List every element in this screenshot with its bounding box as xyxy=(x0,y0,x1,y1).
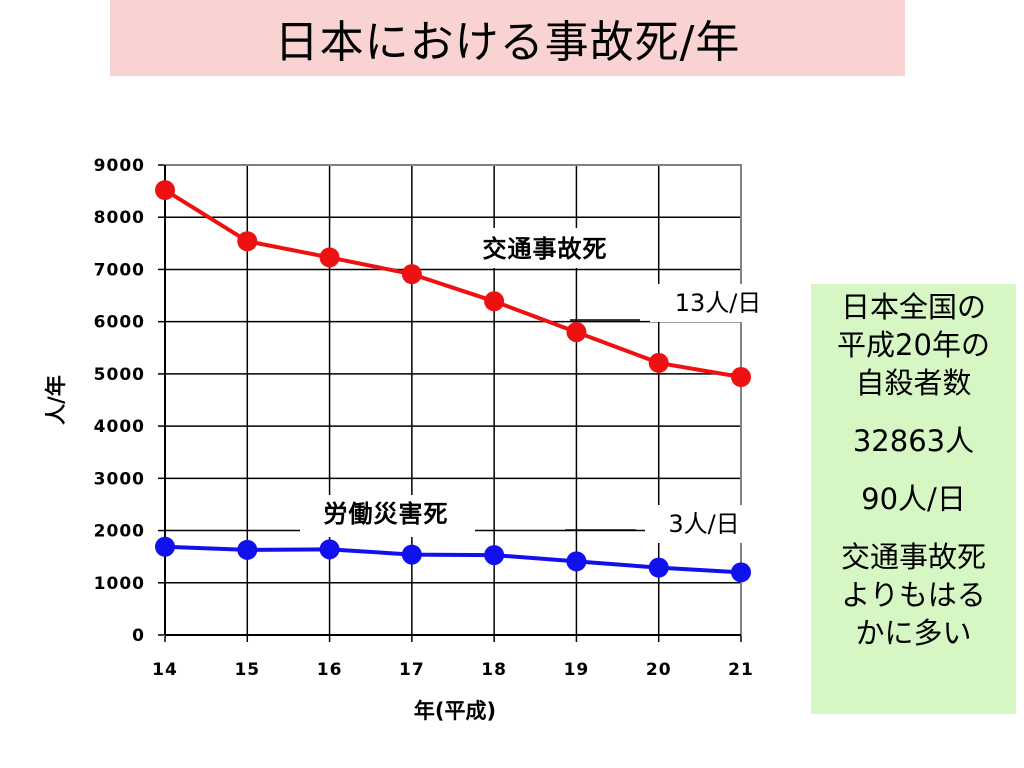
suicide-info-box: 日本全国の 平成20年の 自殺者数 32863人 90人/日 交通事故死 よりも… xyxy=(811,284,1016,714)
x-tick-label: 16 xyxy=(317,660,343,680)
data-point xyxy=(237,231,258,252)
page-title: 日本における事故死/年 xyxy=(274,17,741,68)
data-point xyxy=(155,180,175,201)
data-point xyxy=(484,545,505,566)
data-point xyxy=(731,367,751,388)
x-tick-label: 14 xyxy=(152,660,178,680)
traffic-rate-label: 13人/日 xyxy=(675,289,762,317)
info-line-3: 自殺者数 xyxy=(855,366,972,400)
y-tick-label: 8000 xyxy=(94,208,145,228)
info-suicide-count: 32863人 xyxy=(852,424,975,458)
y-tick-label: 4000 xyxy=(94,417,145,437)
info-line-7: よりもはる xyxy=(841,578,986,612)
series-line-labor xyxy=(164,544,742,575)
traffic-rate-bg xyxy=(650,284,788,322)
labor-label-bg xyxy=(300,495,475,537)
x-axis-title: 年(平成) xyxy=(414,699,496,723)
y-tick-label: 0 xyxy=(132,626,145,646)
labor-series-label: 労働災害死 xyxy=(324,500,449,528)
labor-rate-bg xyxy=(645,505,763,543)
series xyxy=(155,180,751,583)
y-tick-label: 3000 xyxy=(94,469,145,489)
data-point xyxy=(401,264,422,285)
data-point xyxy=(648,352,669,373)
data-point xyxy=(319,539,340,560)
title-banner: 日本における事故死/年 xyxy=(110,0,905,76)
x-tick-label: 21 xyxy=(728,660,754,680)
y-tick-label: 6000 xyxy=(94,313,145,333)
info-line-6: 交通事故死 xyxy=(840,540,986,574)
data-point xyxy=(319,247,340,268)
labor-rate-label: 3人/日 xyxy=(668,510,739,538)
y-tick-label: 7000 xyxy=(94,260,145,280)
data-point xyxy=(566,551,587,572)
x-tick-label: 20 xyxy=(646,660,672,680)
series-line-traffic xyxy=(163,188,742,379)
data-point xyxy=(155,536,175,557)
info-line-8: かに多い xyxy=(855,616,972,650)
data-point xyxy=(648,557,669,578)
x-tick-label: 17 xyxy=(399,660,425,680)
x-tick-label: 15 xyxy=(234,660,260,680)
data-point xyxy=(237,539,258,560)
data-point xyxy=(401,544,422,565)
info-line-1: 日本全国の xyxy=(840,290,986,324)
traffic-label-bg xyxy=(455,228,633,268)
x-tick-label: 19 xyxy=(564,660,590,680)
data-point xyxy=(566,322,587,343)
info-line-2: 平成20年の xyxy=(837,328,990,362)
data-point xyxy=(484,291,505,312)
y-tick-label: 2000 xyxy=(94,522,145,542)
y-tick-label: 1000 xyxy=(94,574,145,594)
data-point xyxy=(731,562,751,583)
y-tick-label: 5000 xyxy=(94,365,145,385)
traffic-series-label: 交通事故死 xyxy=(483,235,608,263)
y-axis-title: 人/年 xyxy=(44,375,68,425)
y-tick-label: 9000 xyxy=(94,156,145,176)
tick-labels: 0 1000 2000 3000 4000 5000 6000 7000 8000 9000 14 1… xyxy=(94,156,754,680)
x-tick-label: 18 xyxy=(481,660,507,680)
info-suicide-rate: 90人/日 xyxy=(861,482,966,516)
